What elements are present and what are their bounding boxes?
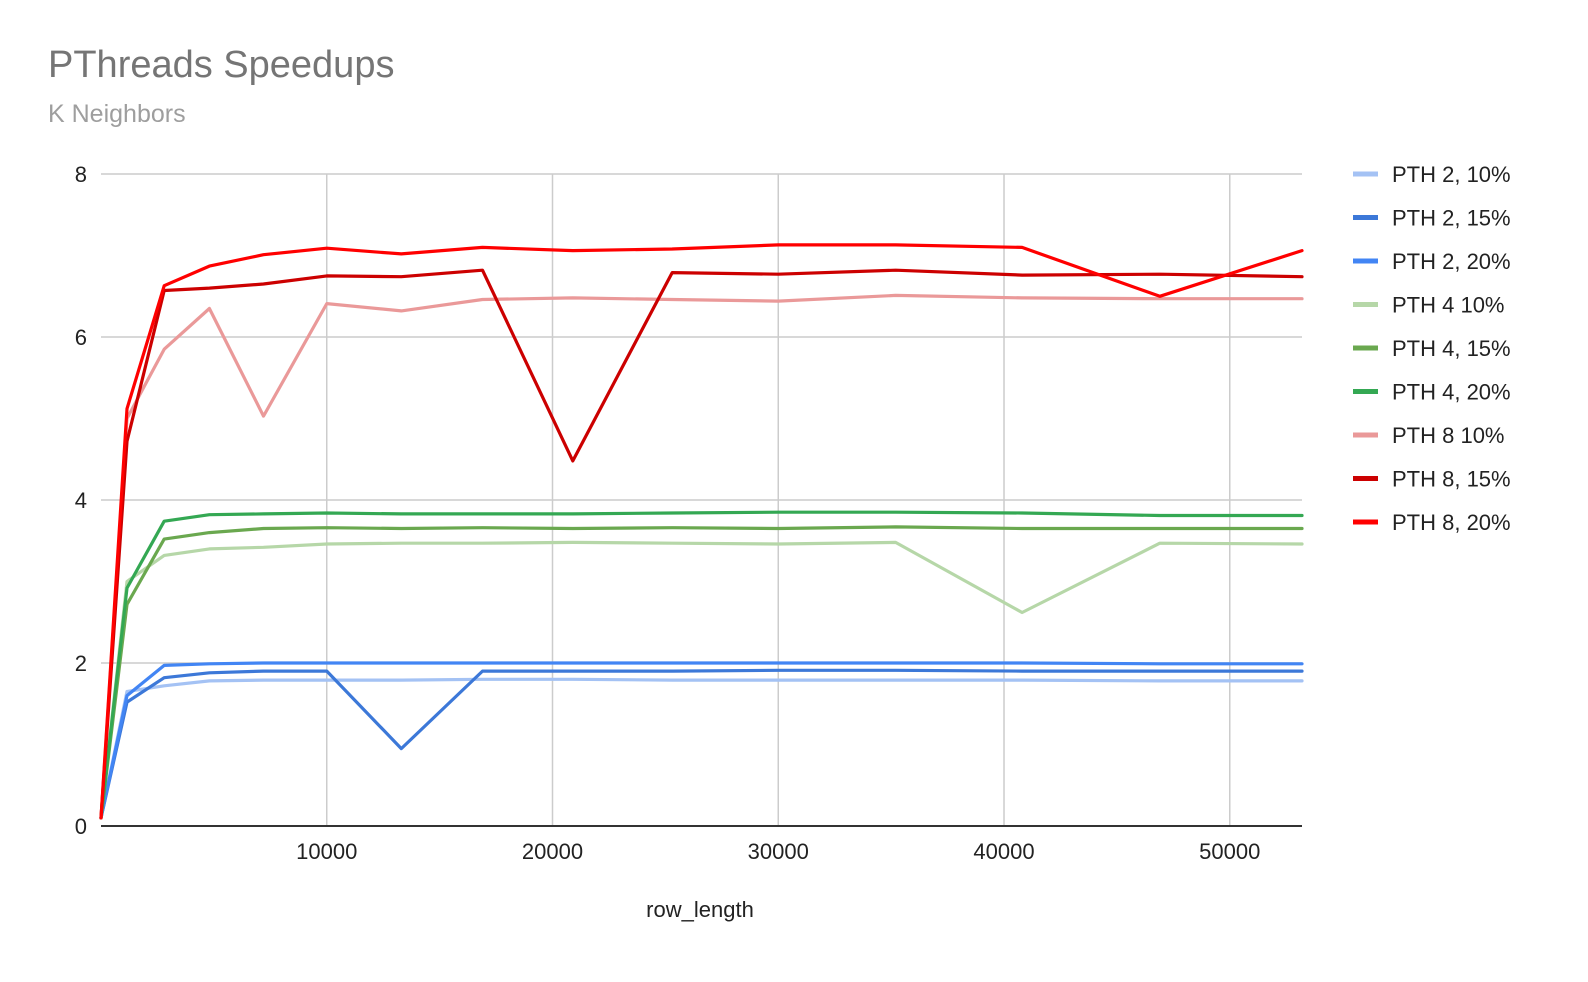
legend-label: PTH 8 10% [1392,423,1505,448]
series-line-8 [99,243,1304,820]
legend-label: PTH 8, 20% [1392,510,1511,535]
series-line-5 [99,510,1304,820]
legend-label: PTH 8, 15% [1392,467,1511,492]
x-tick-label: 30000 [748,839,809,864]
legend-label: PTH 2, 15% [1392,206,1511,231]
x-tick-label: 40000 [973,839,1034,864]
series-line-3 [99,540,1304,820]
series-line-7 [99,268,1304,820]
series-line-0 [99,677,1304,820]
y-tick-label: 8 [75,162,87,187]
series-line-1 [99,668,1304,820]
x-tick-label: 50000 [1199,839,1260,864]
legend: PTH 2, 10% PTH 2, 15% PTH 2, 20% PTH 4 10% P… [1353,162,1511,535]
x-tick-label: 10000 [296,839,357,864]
chart-subtitle: K Neighbors [48,100,186,128]
x-tick-label: 20000 [522,839,583,864]
y-tick-label: 2 [75,651,87,676]
y-tick-label: 4 [75,488,87,513]
x-axis-title: row_length [646,897,754,922]
series-lines [99,243,1304,820]
y-tick-label: 6 [75,325,87,350]
legend-label: PTH 4, 20% [1392,380,1511,405]
chart-title: PThreads Speedups [48,44,395,86]
legend-label: PTH 4 10% [1392,293,1505,318]
series-line-2 [99,661,1304,820]
axes: 0 2 4 6 8 10000 20000 30000 40000 50000 [75,162,1302,864]
y-tick-label: 0 [75,814,87,839]
legend-label: PTH 4, 15% [1392,336,1511,361]
series-line-4 [99,525,1304,820]
legend-label: PTH 2, 20% [1392,249,1511,274]
series-line-6 [99,293,1304,820]
legend-label: PTH 2, 10% [1392,162,1511,187]
